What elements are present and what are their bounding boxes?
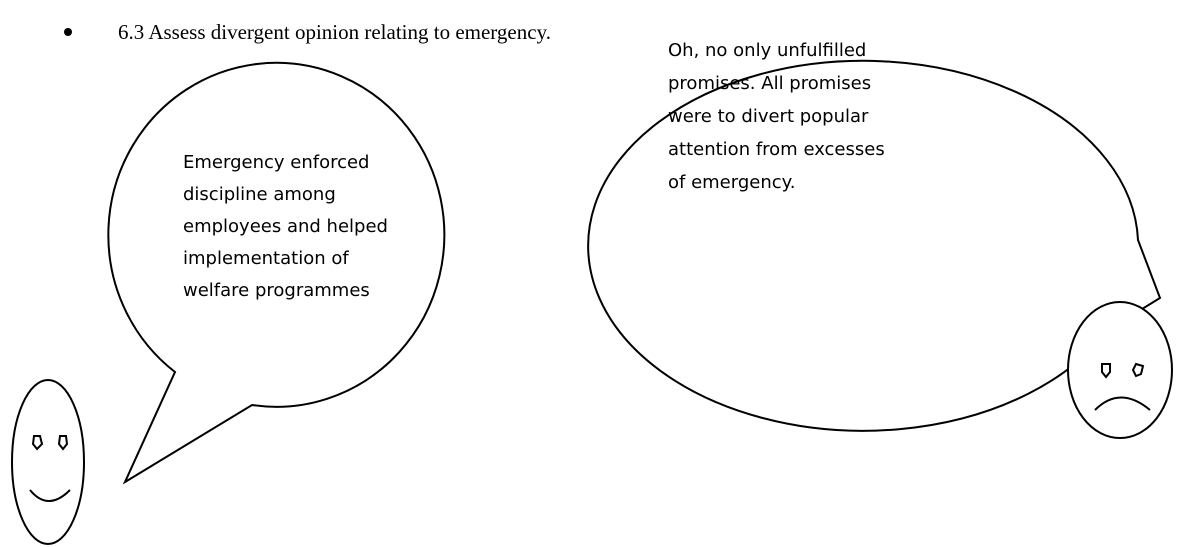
bubble-text: discipline among bbox=[183, 184, 336, 205]
sad-face bbox=[1068, 302, 1172, 438]
speech-bubble bbox=[108, 63, 444, 482]
bubble-text: were to divert popular bbox=[668, 106, 869, 127]
eye bbox=[59, 436, 67, 449]
bubble-text: promises. All promises bbox=[668, 73, 871, 94]
eye bbox=[1102, 364, 1110, 377]
face-outline bbox=[12, 380, 84, 544]
bubble-text: implementation of bbox=[183, 248, 349, 269]
bubble-text: Emergency enforced bbox=[183, 152, 369, 173]
bubble-text: Oh, no only unfulfilled bbox=[668, 40, 866, 61]
bubble-text: employees and helped bbox=[183, 216, 388, 237]
bubble-text: of emergency. bbox=[668, 172, 795, 193]
document: 6.3 Assess divergent opinion relating to… bbox=[0, 0, 1182, 547]
bullet-dot bbox=[64, 28, 72, 36]
bubble-text: welfare programmes bbox=[183, 280, 370, 301]
bullet-text: 6.3 Assess divergent opinion relating to… bbox=[118, 20, 551, 44]
page: 6.3 Assess divergent opinion relating to… bbox=[0, 0, 1182, 547]
bubble-text: attention from excesses bbox=[668, 139, 885, 160]
eye bbox=[1133, 364, 1143, 376]
face-outline bbox=[1068, 302, 1172, 438]
happy-face bbox=[12, 380, 84, 544]
